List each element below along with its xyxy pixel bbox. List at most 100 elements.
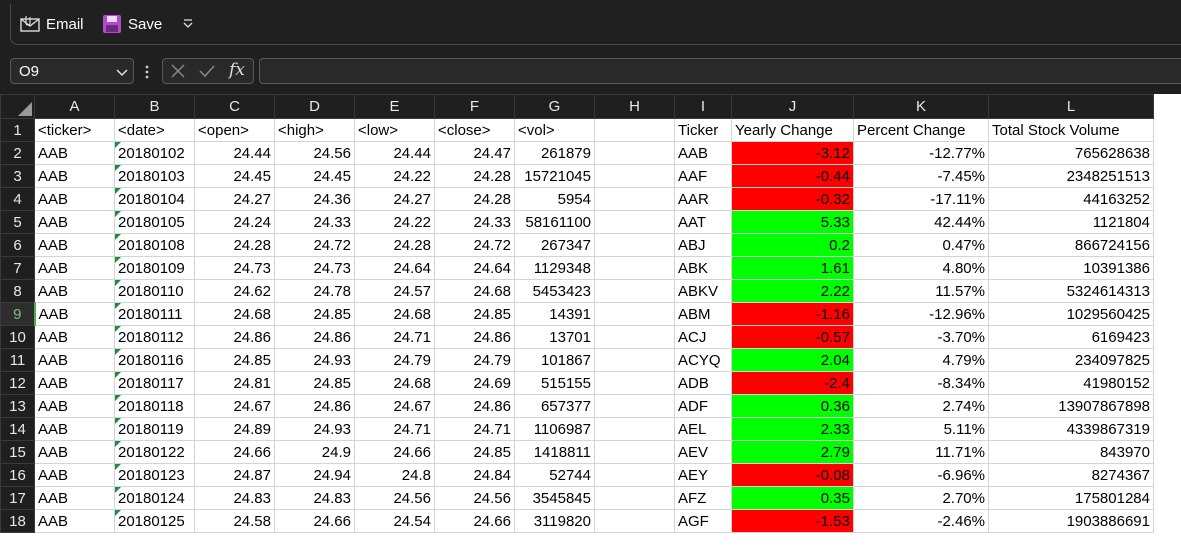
cell-yearly-change[interactable]: 2.33 bbox=[731, 417, 854, 441]
cell-ticker[interactable]: AAB bbox=[34, 417, 115, 441]
cell-summary-ticker[interactable]: AEV bbox=[674, 440, 732, 464]
cell-empty[interactable] bbox=[594, 279, 675, 303]
more-options-icon[interactable] bbox=[145, 64, 149, 80]
cell-total-volume[interactable]: 13907867898 bbox=[988, 394, 1154, 418]
cell-date[interactable]: 20180105 bbox=[114, 210, 195, 234]
cell-empty[interactable] bbox=[594, 325, 675, 349]
cell-date[interactable]: 20180119 bbox=[114, 417, 195, 441]
cell-vol[interactable]: 13701 bbox=[514, 325, 595, 349]
cell-date[interactable]: 20180124 bbox=[114, 486, 195, 510]
cell-total-volume[interactable]: 866724156 bbox=[988, 233, 1154, 257]
save-button[interactable]: Save bbox=[102, 12, 162, 36]
cancel-icon[interactable] bbox=[170, 63, 186, 84]
cell-date[interactable]: 20180118 bbox=[114, 394, 195, 418]
column-header-l[interactable]: L bbox=[988, 94, 1154, 119]
cell-total-volume[interactable]: 1903886691 bbox=[988, 509, 1154, 533]
row-header[interactable]: 15 bbox=[0, 440, 35, 464]
cell-ticker[interactable]: AAB bbox=[34, 463, 115, 487]
cell-ticker[interactable]: AAB bbox=[34, 509, 115, 533]
cell-summary-ticker[interactable]: AAF bbox=[674, 164, 732, 188]
cell-yearly-change[interactable]: -0.32 bbox=[731, 187, 854, 211]
cell-summary-ticker[interactable]: ABK bbox=[674, 256, 732, 280]
cell-total-volume[interactable]: 175801284 bbox=[988, 486, 1154, 510]
cell-summary-ticker[interactable]: ADF bbox=[674, 394, 732, 418]
cell-low[interactable]: 24.44 bbox=[354, 141, 435, 165]
cell-empty[interactable] bbox=[594, 394, 675, 418]
cell-high[interactable]: 24.85 bbox=[274, 302, 355, 326]
cell-ticker[interactable]: AAB bbox=[34, 486, 115, 510]
header-cell-b[interactable]: <date> bbox=[114, 118, 195, 142]
cell-open[interactable]: 24.28 bbox=[194, 233, 275, 257]
cell-vol[interactable]: 5954 bbox=[514, 187, 595, 211]
column-header-j[interactable]: J bbox=[731, 94, 854, 119]
cell-summary-ticker[interactable]: ABM bbox=[674, 302, 732, 326]
cell-open[interactable]: 24.86 bbox=[194, 325, 275, 349]
row-header[interactable]: 12 bbox=[0, 371, 35, 395]
cell-ticker[interactable]: AAB bbox=[34, 164, 115, 188]
cell-percent-change[interactable]: 42.44% bbox=[853, 210, 989, 234]
cell-vol[interactable]: 5453423 bbox=[514, 279, 595, 303]
cell-ticker[interactable]: AAB bbox=[34, 348, 115, 372]
cell-empty[interactable] bbox=[594, 440, 675, 464]
cell-yearly-change[interactable]: 2.04 bbox=[731, 348, 854, 372]
cell-open[interactable]: 24.85 bbox=[194, 348, 275, 372]
row-header[interactable]: 13 bbox=[0, 394, 35, 418]
column-header-e[interactable]: E bbox=[354, 94, 435, 119]
row-header[interactable]: 7 bbox=[0, 256, 35, 280]
cell-open[interactable]: 24.68 bbox=[194, 302, 275, 326]
customize-toolbar-button[interactable] bbox=[182, 12, 194, 36]
header-cell-f[interactable]: <close> bbox=[434, 118, 515, 142]
row-header[interactable]: 6 bbox=[0, 233, 35, 257]
cell-close[interactable]: 24.66 bbox=[434, 509, 515, 533]
row-header[interactable]: 16 bbox=[0, 463, 35, 487]
header-cell-l[interactable]: Total Stock Volume bbox=[988, 118, 1154, 142]
cell-yearly-change[interactable]: 1.61 bbox=[731, 256, 854, 280]
cell-summary-ticker[interactable]: AFZ bbox=[674, 486, 732, 510]
cell-summary-ticker[interactable]: AAR bbox=[674, 187, 732, 211]
cell-open[interactable]: 24.66 bbox=[194, 440, 275, 464]
cell-date[interactable]: 20180102 bbox=[114, 141, 195, 165]
select-all-corner[interactable] bbox=[0, 94, 35, 119]
cell-close[interactable]: 24.28 bbox=[434, 187, 515, 211]
cell-summary-ticker[interactable]: ACJ bbox=[674, 325, 732, 349]
cell-close[interactable]: 24.28 bbox=[434, 164, 515, 188]
cell-vol[interactable]: 58161100 bbox=[514, 210, 595, 234]
cell-summary-ticker[interactable]: AEL bbox=[674, 417, 732, 441]
cell-empty[interactable] bbox=[594, 256, 675, 280]
cell-low[interactable]: 24.27 bbox=[354, 187, 435, 211]
cell-percent-change[interactable]: 4.80% bbox=[853, 256, 989, 280]
cell-percent-change[interactable]: -12.77% bbox=[853, 141, 989, 165]
cell-vol[interactable]: 1106987 bbox=[514, 417, 595, 441]
cell-close[interactable]: 24.68 bbox=[434, 279, 515, 303]
cell-date[interactable]: 20180111 bbox=[114, 302, 195, 326]
cell-low[interactable]: 24.79 bbox=[354, 348, 435, 372]
column-header-g[interactable]: G bbox=[514, 94, 595, 119]
cell-high[interactable]: 24.9 bbox=[274, 440, 355, 464]
cell-high[interactable]: 24.78 bbox=[274, 279, 355, 303]
cell-yearly-change[interactable]: -1.53 bbox=[731, 509, 854, 533]
cell-total-volume[interactable]: 4339867319 bbox=[988, 417, 1154, 441]
row-header[interactable]: 9 bbox=[0, 302, 36, 326]
cell-open[interactable]: 24.73 bbox=[194, 256, 275, 280]
cell-empty[interactable] bbox=[594, 486, 675, 510]
cell-ticker[interactable]: AAB bbox=[34, 187, 115, 211]
cell-high[interactable]: 24.45 bbox=[274, 164, 355, 188]
email-button[interactable]: Email bbox=[20, 12, 84, 36]
cell-close[interactable]: 24.64 bbox=[434, 256, 515, 280]
cell-close[interactable]: 24.86 bbox=[434, 325, 515, 349]
cell-close[interactable]: 24.86 bbox=[434, 394, 515, 418]
cell-high[interactable]: 24.73 bbox=[274, 256, 355, 280]
row-header[interactable]: 11 bbox=[0, 348, 35, 372]
cell-vol[interactable]: 52744 bbox=[514, 463, 595, 487]
cell-vol[interactable]: 261879 bbox=[514, 141, 595, 165]
cell-open[interactable]: 24.83 bbox=[194, 486, 275, 510]
cell-high[interactable]: 24.86 bbox=[274, 325, 355, 349]
column-header-i[interactable]: I bbox=[674, 94, 732, 119]
cell-open[interactable]: 24.24 bbox=[194, 210, 275, 234]
cell-percent-change[interactable]: -2.46% bbox=[853, 509, 989, 533]
cell-yearly-change[interactable]: -0.44 bbox=[731, 164, 854, 188]
cell-percent-change[interactable]: -12.96% bbox=[853, 302, 989, 326]
cell-total-volume[interactable]: 10391386 bbox=[988, 256, 1154, 280]
cell-empty[interactable] bbox=[594, 210, 675, 234]
cell-total-volume[interactable]: 44163252 bbox=[988, 187, 1154, 211]
